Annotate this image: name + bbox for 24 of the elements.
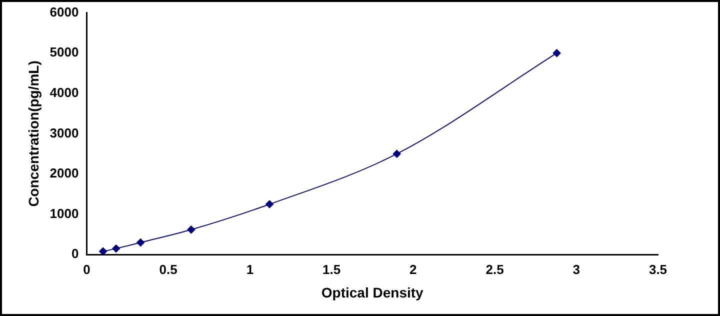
y-tick-label: 3000 <box>50 125 79 140</box>
x-axis-title: Optical Density <box>321 284 424 300</box>
x-tick-label: 3.5 <box>648 262 668 277</box>
y-tick-label: 0 <box>71 246 79 262</box>
x-tick-label: 2.5 <box>486 262 504 277</box>
y-tick-label: 2000 <box>50 166 79 181</box>
x-tick-label: 1.5 <box>322 262 341 277</box>
x-tick-label: 3 <box>572 262 580 277</box>
x-tick-label: 0 <box>83 262 90 277</box>
point <box>99 247 108 255</box>
y-tick-label: 6000 <box>50 4 79 20</box>
y-tick-label: 4000 <box>50 84 79 100</box>
point <box>266 200 274 208</box>
y-tick-label: 5000 <box>50 44 79 60</box>
x-tick-label: 1 <box>246 262 254 277</box>
x-tick-label: 2 <box>410 262 417 277</box>
x-tick-label: 0.5 <box>159 262 178 277</box>
point <box>187 226 196 234</box>
point <box>552 49 561 58</box>
point <box>136 238 145 247</box>
y-axis-title: Concentration(pg/mL) <box>25 60 42 207</box>
point <box>392 150 401 158</box>
point <box>112 244 120 253</box>
y-tick-label: 1000 <box>50 206 79 221</box>
